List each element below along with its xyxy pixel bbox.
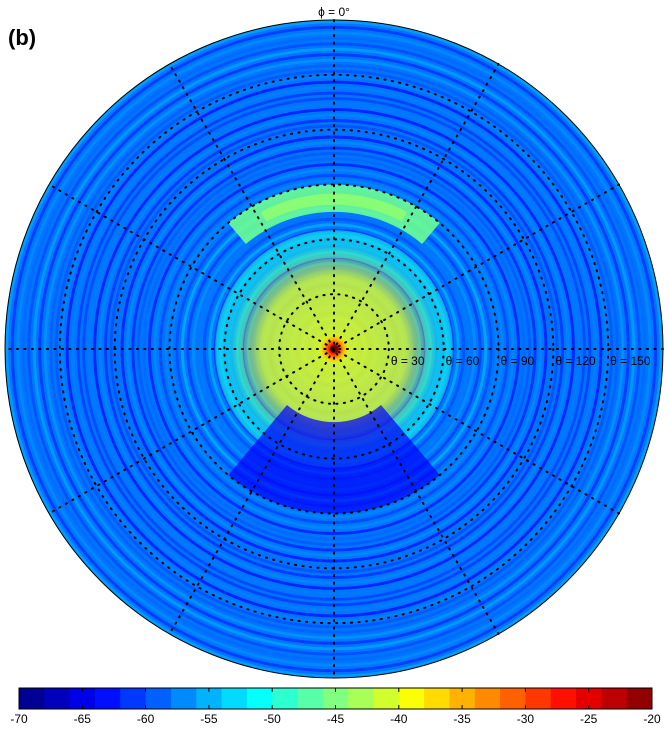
colorbar-tick-label: -35	[453, 712, 471, 726]
heatmap-bright-band-core	[261, 193, 407, 222]
colorbar-swatch	[525, 688, 552, 709]
colorbar-swatch	[19, 688, 45, 709]
colorbar-tick-label: -60	[137, 712, 155, 726]
colorbar-swatch	[398, 688, 425, 709]
colorbar-tick-label: -40	[390, 712, 408, 726]
colorbar-tick-label: -25	[580, 712, 598, 726]
colorbar-swatch	[69, 688, 96, 709]
colorbar-swatch	[373, 688, 400, 709]
colorbar-tick-label: -65	[74, 712, 92, 726]
colorbar-swatch	[626, 688, 653, 709]
theta-label: θ = 30	[391, 354, 425, 368]
colorbar-tick-labels: -70 -65 -60 -55 -50 -45 -40 -35 -30 -25 -20	[10, 688, 661, 726]
heatmap-fringe	[43, 58, 625, 640]
colorbar-swatch	[221, 688, 248, 709]
theta-label: θ = 60	[446, 354, 480, 368]
theta-labels: θ = 30 θ = 60 θ = 90 θ = 120 θ = 150	[391, 354, 651, 368]
colorbar-swatch	[145, 688, 172, 709]
colorbar-swatch	[170, 688, 197, 709]
colorbar-tick-label: -30	[517, 712, 535, 726]
colorbar-swatch	[576, 688, 602, 709]
colorbar-swatch	[272, 688, 298, 709]
grid-spoke	[168, 63, 500, 635]
colorbar-tick-label: -45	[327, 712, 345, 726]
colorbar-swatch	[550, 688, 577, 709]
phi-label: ϕ = 0°	[318, 5, 350, 19]
colorbar-swatch	[449, 688, 476, 709]
colorbar-swatch	[601, 688, 628, 709]
colorbar-tick-label: -70	[10, 712, 28, 726]
colorbar-swatch	[424, 688, 450, 709]
colorbar-tick-label: -50	[264, 712, 282, 726]
colorbar-swatch	[348, 688, 374, 709]
colorbar-tick-label: -20	[643, 712, 661, 726]
theta-label: θ = 150	[610, 354, 651, 368]
colorbar-swatch	[297, 688, 324, 709]
colorbar-swatch	[196, 688, 222, 709]
colorbar-swatch	[500, 688, 526, 709]
grid-ring	[58, 73, 610, 625]
colorbar-tick-label: -55	[200, 712, 218, 726]
colorbar-swatch	[94, 688, 121, 709]
heatmap-bright-band	[228, 184, 440, 244]
colorbar-swatch	[44, 688, 71, 709]
heatmap-fringe	[104, 119, 564, 579]
colorbar-swatch	[246, 688, 273, 709]
colorbar-swatch	[474, 688, 501, 709]
colorbar	[18, 687, 653, 710]
colorbar-swatch	[120, 688, 146, 709]
heatmap-fringe	[126, 141, 542, 557]
panel-label: (b)	[8, 25, 36, 50]
colorbar-swatch	[322, 688, 349, 709]
polar-grid	[4, 19, 664, 679]
theta-label: θ = 90	[501, 354, 535, 368]
theta-label: θ = 120	[555, 354, 596, 368]
